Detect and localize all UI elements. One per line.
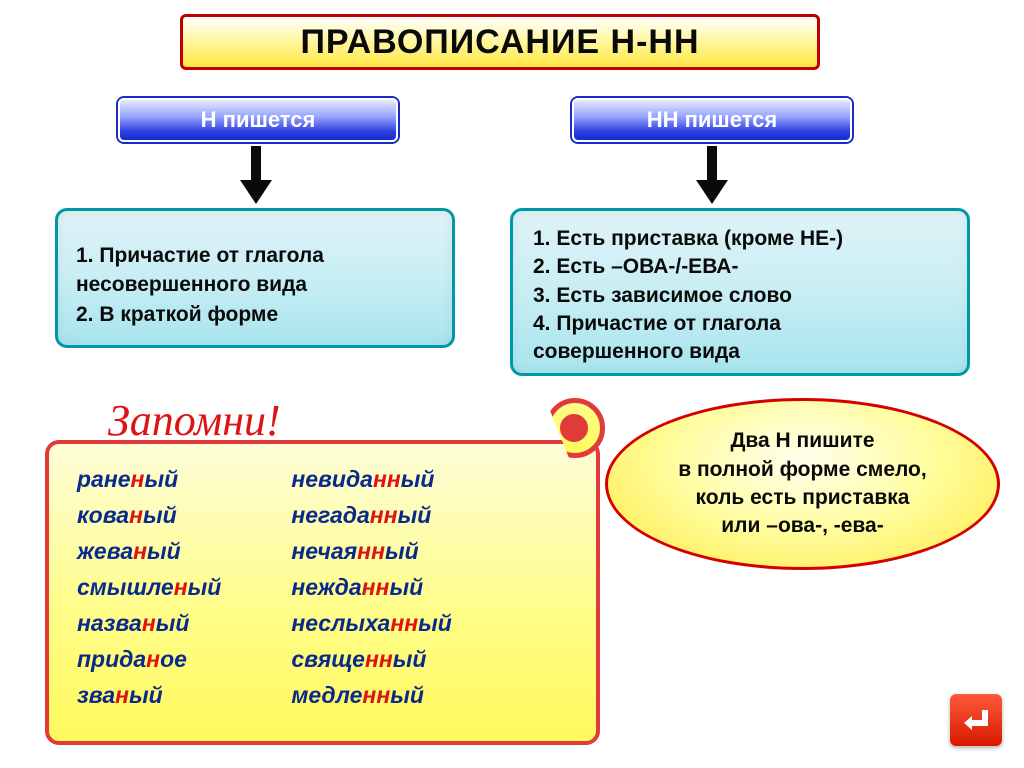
right-rule-line: 4. Причастие от глагола: [533, 310, 947, 338]
left-rules-box: 1. Причастие от глагола несовершенного в…: [55, 208, 455, 348]
exception-word: раненый: [77, 466, 221, 493]
right-rules-box: 1. Есть приставка (кроме НЕ-) 2. Есть –О…: [510, 208, 970, 376]
return-arrow-icon: [960, 704, 992, 736]
left-rule-line: 2. В краткой форме: [76, 300, 434, 329]
right-rule-line: 2. Есть –ОВА-/-ЕВА-: [533, 253, 947, 281]
right-column-header: НН пишется: [572, 98, 852, 142]
exception-word: негаданный: [291, 502, 452, 529]
exception-word: приданое: [77, 646, 221, 673]
arrow-left-icon: [238, 146, 274, 204]
exception-word: названый: [77, 610, 221, 637]
arrow-right-icon: [694, 146, 730, 204]
exception-word: званый: [77, 682, 221, 709]
exception-word: невиданный: [291, 466, 452, 493]
exception-word: священный: [291, 646, 452, 673]
right-rule-line: 3. Есть зависимое слово: [533, 282, 947, 310]
exceptions-scroll: раненый кованый жеваный смышленый названый пр…: [45, 440, 600, 745]
right-rule-line: 1. Есть приставка (кроме НЕ-): [533, 225, 947, 253]
right-rule-line: совершенного вида: [533, 338, 947, 366]
left-column-header: Н пишется: [118, 98, 398, 142]
main-title: ПРАВОПИСАНИЕ Н-НН: [180, 14, 820, 70]
exception-word: жеваный: [77, 538, 221, 565]
words-column-right: невиданный негаданный нечаянный нежданный не…: [291, 466, 452, 709]
remember-heading: Запомни!: [108, 395, 281, 446]
exception-word: нежданный: [291, 574, 452, 601]
mnemonic-bubble: Два Н пишитев полной форме смело,коль ес…: [605, 398, 1000, 570]
mnemonic-text: Два Н пишитев полной форме смело,коль ес…: [678, 427, 926, 540]
left-rule-line: несовершенного вида: [76, 270, 434, 299]
scroll-curl-inner-decoration: [560, 414, 588, 442]
exception-word: кованый: [77, 502, 221, 529]
words-column-left: раненый кованый жеваный смышленый названый пр…: [77, 466, 221, 709]
exception-word: нечаянный: [291, 538, 452, 565]
exception-word: неслыханный: [291, 610, 452, 637]
left-rule-line: 1. Причастие от глагола: [76, 241, 434, 270]
back-button[interactable]: [950, 694, 1002, 746]
exception-word: медленный: [291, 682, 452, 709]
exception-word: смышленый: [77, 574, 221, 601]
